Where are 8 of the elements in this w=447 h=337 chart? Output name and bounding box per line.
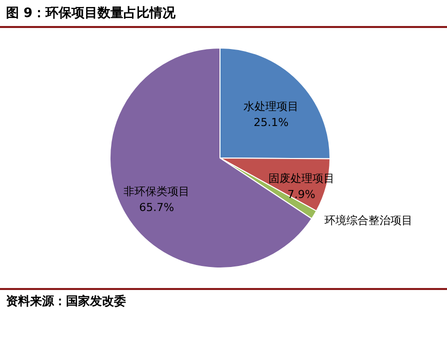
slice-label: 水处理项目	[244, 100, 299, 114]
chart-title: 图 9：环保项目数量占比情况	[0, 0, 447, 28]
data-label: 65.7%	[139, 201, 174, 214]
slice-label: 非环保类项目	[124, 185, 190, 198]
slice-label: 环境综合整治项目	[324, 214, 412, 228]
data-label: 7.9%	[287, 188, 316, 202]
data-label: 25.1%	[254, 116, 289, 130]
text: 资料来源：国家发改委	[0, 288, 447, 313]
